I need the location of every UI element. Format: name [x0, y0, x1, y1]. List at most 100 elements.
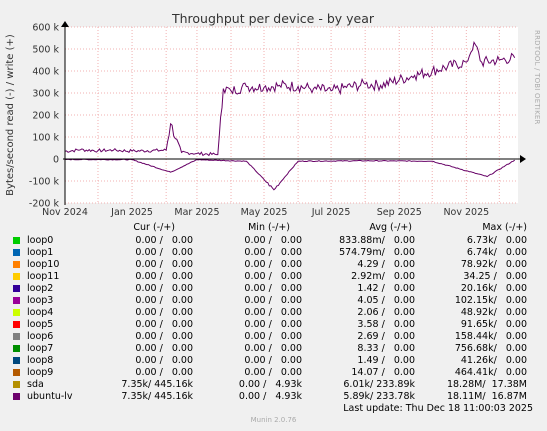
legend-row: loop2 0.00 / 0.00 0.00 / 0.00 1.42 / 0.00 20… — [0, 283, 547, 295]
legend-row: ubuntu-lv 7.35k/ 445.16k 0.00 / 4.93k 5.89k… — [0, 391, 547, 403]
legend-value-min: 0.00 / 0.00 — [244, 343, 302, 354]
legend-row: loop10 0.00 / 0.00 0.00 / 0.00 4.29 / 0.00 7… — [0, 259, 547, 271]
legend-value-max: 91.65k/ 0.00 — [460, 319, 527, 330]
legend-value-min: 0.00 / 4.93k — [238, 379, 302, 390]
y-tick-label: 600 k — [32, 23, 59, 34]
legend-value-avg: 1.49 / 0.00 — [357, 355, 415, 366]
legend-value-min: 0.00 / 0.00 — [244, 355, 302, 366]
legend-value-cur: 0.00 / 0.00 — [135, 343, 193, 354]
legend-value-cur: 0.00 / 0.00 — [135, 355, 193, 366]
legend-value-max: 464.41k/ 0.00 — [454, 367, 527, 378]
legend-value-avg: 4.29 / 0.00 — [357, 259, 415, 270]
legend-value-min: 0.00 / 0.00 — [244, 331, 302, 342]
legend-value-avg: 6.01k/ 233.89k — [343, 379, 415, 390]
x-tick-label: May 2025 — [241, 207, 288, 218]
y-tick-label: 300 k — [32, 89, 59, 100]
legend-series-name: loop3 — [27, 295, 54, 306]
y-axis-ticks: 600 k 500 k 400 k 300 k 200 k 100 k 0 -100 k -20… — [29, 23, 60, 210]
legend-value-cur: 0.00 / 0.00 — [135, 283, 193, 294]
chart-title: Throughput per device - by year — [171, 11, 375, 26]
legend-value-avg: 1.42 / 0.00 — [357, 283, 415, 294]
legend-row: loop8 0.00 / 0.00 0.00 / 0.00 1.49 / 0.00 41… — [0, 355, 547, 367]
legend-header-avg: Avg (-/+) — [369, 222, 412, 233]
legend-value-cur: 7.35k/ 445.16k — [121, 379, 193, 390]
legend-header-cur: Cur (-/+) — [133, 222, 175, 233]
y-tick-label: 400 k — [32, 67, 59, 78]
legend-row: loop1 0.00 / 0.00 0.00 / 0.00 574.79m/ 0.00… — [0, 247, 547, 259]
legend-swatch — [13, 309, 20, 316]
legend-swatch — [13, 249, 20, 256]
legend-swatch — [13, 261, 20, 268]
legend-value-cur: 0.00 / 0.00 — [135, 331, 193, 342]
legend-value-min: 0.00 / 0.00 — [244, 307, 302, 318]
x-tick-label: Nov 2025 — [443, 207, 489, 218]
legend-value-avg: 833.88m/ 0.00 — [339, 235, 415, 246]
legend-row: loop5 0.00 / 0.00 0.00 / 0.00 3.58 / 0.00 91… — [0, 319, 547, 331]
legend-value-min: 0.00 / 0.00 — [244, 259, 302, 270]
legend-value-cur: 0.00 / 0.00 — [135, 259, 193, 270]
legend-series-name: loop7 — [27, 343, 54, 354]
y-tick-label: -100 k — [29, 177, 60, 188]
legend-value-cur: 0.00 / 0.00 — [135, 307, 193, 318]
legend-header: Cur (-/+) Min (-/+) Avg (-/+) Max (-/+) — [0, 222, 547, 234]
legend-swatch — [13, 285, 20, 292]
legend-swatch — [13, 321, 20, 328]
x-tick-label: Sep 2025 — [377, 207, 422, 218]
legend-value-avg: 8.33 / 0.00 — [357, 343, 415, 354]
series-line-read — [64, 158, 516, 191]
legend-series-name: loop4 — [27, 307, 54, 318]
legend-row: sda 7.35k/ 445.16k 0.00 / 4.93k 6.01k/ 233.… — [0, 379, 547, 391]
legend-row: loop9 0.00 / 0.00 0.00 / 0.00 14.07 / 0.00 4… — [0, 367, 547, 379]
legend-value-max: 6.74k/ 0.00 — [466, 247, 527, 258]
legend-header-min: Min (-/+) — [248, 222, 290, 233]
legend-swatch — [13, 345, 20, 352]
legend-series-name: loop2 — [27, 283, 54, 294]
legend-swatch — [13, 393, 20, 400]
legend-series-name: loop5 — [27, 319, 54, 330]
legend-series-name: loop1 — [27, 247, 54, 258]
plot-area — [65, 27, 518, 203]
legend-value-min: 0.00 / 0.00 — [244, 235, 302, 246]
series-lines — [64, 41, 516, 191]
x-axis-ticks: Nov 2024 Jan 2025 Mar 2025 May 2025 Jul 2025… — [42, 207, 489, 218]
legend-row: loop0 0.00 / 0.00 0.00 / 0.00 833.88m/ 0.00… — [0, 235, 547, 247]
legend-value-max: 34.25 / 0.00 — [463, 271, 527, 282]
legend-swatch — [13, 369, 20, 376]
legend-value-min: 0.00 / 4.93k — [238, 391, 302, 402]
legend-value-cur: 0.00 / 0.00 — [135, 247, 193, 258]
legend-value-max: 6.73k/ 0.00 — [466, 235, 527, 246]
legend-swatch — [13, 297, 20, 304]
legend-value-avg: 574.79m/ 0.00 — [339, 247, 415, 258]
legend-value-max: 78.92k/ 0.00 — [460, 259, 527, 270]
legend-value-min: 0.00 / 0.00 — [244, 247, 302, 258]
legend-series-name: sda — [27, 379, 44, 390]
legend-value-min: 0.00 / 0.00 — [244, 319, 302, 330]
legend-row: loop7 0.00 / 0.00 0.00 / 0.00 8.33 / 0.00 75… — [0, 343, 547, 355]
legend-value-min: 0.00 / 0.00 — [244, 295, 302, 306]
legend-value-avg: 14.07 / 0.00 — [351, 367, 415, 378]
rrdtool-credit: RRDTOOL / TOBI OETIKER — [533, 30, 541, 125]
legend-series-name: ubuntu-lv — [27, 391, 73, 402]
legend-row: loop4 0.00 / 0.00 0.00 / 0.00 2.06 / 0.00 48… — [0, 307, 547, 319]
series-line-write — [64, 41, 516, 157]
legend-swatch — [13, 273, 20, 280]
legend-swatch — [13, 333, 20, 340]
legend-series-name: loop10 — [27, 259, 60, 270]
x-tick-label: Nov 2024 — [42, 207, 88, 218]
legend-value-min: 0.00 / 0.00 — [244, 283, 302, 294]
legend-series-name: loop11 — [27, 271, 60, 282]
legend-value-min: 0.00 / 0.00 — [244, 271, 302, 282]
legend-series-name: loop6 — [27, 331, 54, 342]
legend-value-max: 756.68k/ 0.00 — [454, 343, 527, 354]
x-tick-label: Jan 2025 — [110, 207, 153, 218]
y-tick-label: 0 — [53, 155, 59, 166]
legend-row: loop6 0.00 / 0.00 0.00 / 0.00 2.69 / 0.00 15… — [0, 331, 547, 343]
legend-value-avg: 3.58 / 0.00 — [357, 319, 415, 330]
munin-version: Munin 2.0.76 — [250, 416, 297, 424]
legend-value-avg: 5.89k/ 233.78k — [343, 391, 415, 402]
x-tick-label: Mar 2025 — [174, 207, 219, 218]
y-tick-label: 200 k — [32, 111, 59, 122]
legend-swatch — [13, 381, 20, 388]
legend-series-name: loop8 — [27, 355, 54, 366]
